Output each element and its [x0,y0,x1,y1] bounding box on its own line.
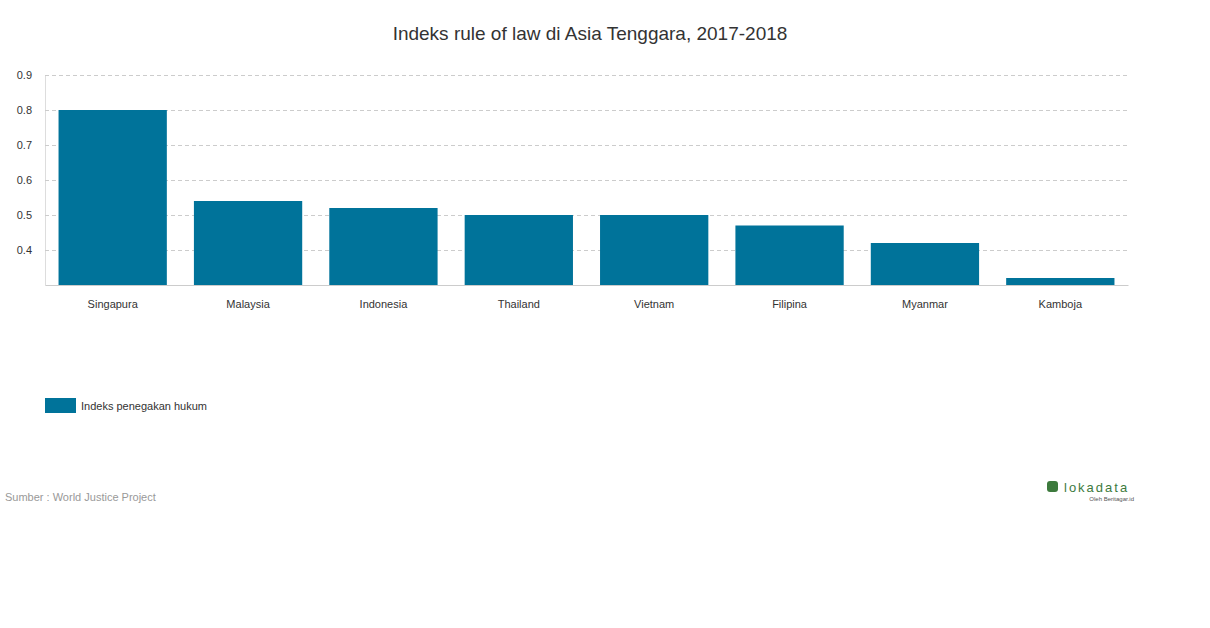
logo-text: lokadata [1064,480,1129,495]
x-tick: Singapura [88,285,139,310]
x-tick-label: Filipina [772,298,808,310]
bar [600,215,708,285]
x-tick-label: Vietnam [634,298,674,310]
bar [1006,278,1114,285]
y-tick-label: 0.7 [17,139,32,151]
x-tick: Malaysia [226,285,270,310]
bar [735,226,843,286]
x-tick-label: Malaysia [226,298,270,310]
x-tick-label: Thailand [498,298,540,310]
y-tick-label: 0.5 [17,209,32,221]
grid-line [45,145,1128,146]
legend: Indeks penegakan hukum [45,398,207,413]
bar [194,201,302,285]
bars [59,110,1115,285]
x-tick: Vietnam [634,285,674,310]
logo-subtext: Oleh Beritagar.id [1089,496,1134,502]
x-tick-label: Singapura [88,298,139,310]
plot: 0.4 0.5 0.6 0.7 0.8 0.9 Singapura Malaysia Indon… [17,69,1129,310]
x-tick: Filipina [772,285,808,310]
source: Sumber : World Justice Project [5,491,156,503]
credits: lokadataOleh Beritagar.id [1047,480,1134,502]
y-tick-label: 0.6 [17,174,32,186]
grid-line [45,75,1128,76]
bar [329,208,437,285]
x-tick: Myanmar [902,285,948,310]
grid-line [45,110,1128,111]
y-tick: 0.8 [17,104,1128,116]
x-axis: Singapura Malaysia Indonesia Thailand Vietna… [46,285,1129,310]
y-tick: 0.7 [17,139,1128,151]
x-tick: Indonesia [360,285,409,310]
y-axis: 0.4 0.5 0.6 0.7 0.8 0.9 [17,69,1128,285]
x-tick-label: Kamboja [1039,298,1083,310]
y-tick: 0.6 [17,174,1128,186]
bar [465,215,573,285]
x-axis-line [46,285,1129,286]
grid-line [45,180,1128,181]
y-tick-label: 0.9 [17,69,32,81]
y-tick-label: 0.4 [17,244,32,256]
legend-swatch [45,398,76,413]
bar [871,243,979,285]
title: Indeks rule of law di Asia Tenggara, 201… [393,23,788,44]
x-tick: Kamboja [1039,285,1083,310]
x-tick: Thailand [498,285,540,310]
x-tick-label: Indonesia [360,298,409,310]
chart: Indeks rule of law di Asia Tenggara, 201… [0,0,1210,628]
logo-icon [1047,481,1058,492]
legend-label: Indeks penegakan hukum [81,400,207,412]
y-tick-label: 0.8 [17,104,32,116]
bar [59,110,167,285]
y-tick: 0.9 [17,69,1128,81]
x-tick-label: Myanmar [902,298,948,310]
